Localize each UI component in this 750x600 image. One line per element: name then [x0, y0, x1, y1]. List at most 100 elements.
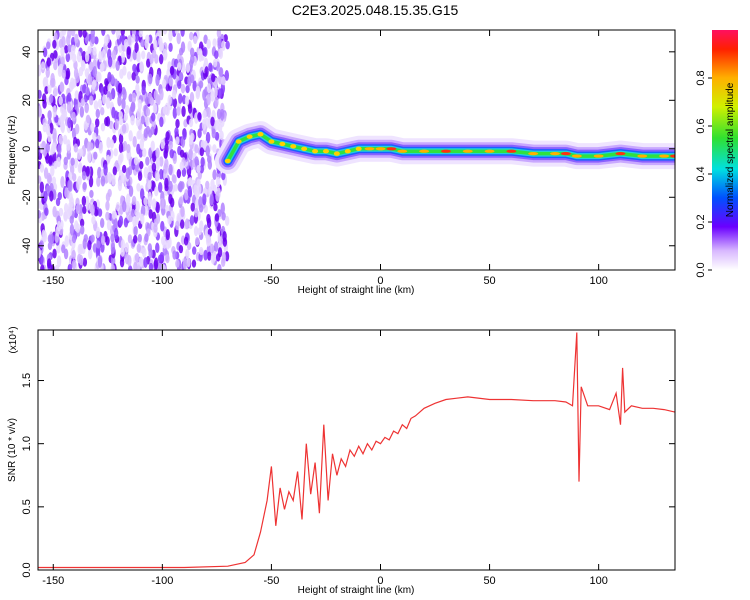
spectrogram-ylabel: Frequency (Hz): [7, 116, 18, 185]
spec-ytick-label: -20: [21, 189, 33, 205]
noise-blob: [48, 155, 53, 165]
noise-blob: [190, 202, 195, 212]
noise-blob: [194, 144, 199, 154]
noise-blob: [113, 148, 118, 157]
noise-blob: [197, 128, 202, 139]
noise-blob: [71, 249, 76, 260]
noise-blob: [184, 188, 189, 201]
noise-blob: [122, 200, 127, 213]
noise-blob: [105, 97, 111, 109]
noise-blob: [106, 219, 112, 231]
noise-blob: [204, 66, 209, 78]
noise-blob: [165, 228, 170, 241]
noise-blob: [59, 81, 64, 93]
snr-plot: [38, 332, 675, 569]
noise-blob: [213, 86, 218, 98]
noise-blob: [95, 108, 100, 119]
noise-blob: [46, 172, 52, 185]
noise-blob: [206, 217, 212, 229]
spec-xtick-label: -50: [263, 275, 279, 287]
ridge-peak: [506, 149, 517, 153]
noise-blob: [60, 46, 65, 57]
noise-blob: [93, 100, 99, 110]
noise-blob: [221, 252, 227, 264]
noise-blob: [147, 195, 153, 208]
noise-blob: [171, 174, 177, 183]
noise-blob: [58, 134, 63, 145]
noise-blob: [155, 73, 160, 86]
noise-blob: [118, 111, 123, 120]
noise-blob: [159, 88, 164, 101]
noise-blob: [38, 199, 41, 209]
noise-blob: [63, 156, 68, 166]
noise-blob: [103, 163, 108, 176]
noise-blob: [44, 207, 49, 216]
noise-blob: [95, 118, 100, 128]
noise-blob: [213, 203, 218, 212]
noise-blob: [155, 147, 160, 159]
noise-blob: [132, 215, 137, 227]
spec-xtick-label: 50: [483, 275, 495, 287]
colorbar-tick-label: 0.4: [695, 166, 707, 181]
spec-ytick-label: 40: [21, 46, 33, 58]
noise-blob: [118, 44, 123, 53]
noise-blob: [74, 33, 79, 44]
noise-blob: [62, 134, 68, 145]
ridge-peak: [659, 154, 670, 158]
noise-blob: [137, 233, 142, 243]
spec-xtick-label: -150: [42, 275, 64, 287]
noise-blob: [133, 156, 139, 166]
noise-blob: [172, 107, 178, 119]
noise-blob: [67, 44, 72, 53]
noise-blob: [132, 63, 137, 73]
noise-blob: [168, 77, 174, 87]
noise-blob: [144, 233, 149, 243]
noise-blob: [118, 142, 124, 154]
noise-blob: [168, 140, 173, 150]
noise-blob: [149, 96, 155, 106]
noise-blob: [219, 130, 224, 141]
noise-blob: [151, 112, 156, 122]
noise-blob: [179, 161, 185, 171]
noise-blob: [216, 176, 221, 188]
noise-blob: [101, 30, 106, 37]
noise-blob: [176, 32, 181, 45]
noise-blob: [189, 215, 195, 226]
noise-blob: [90, 122, 95, 133]
noise-blob: [155, 201, 160, 214]
noise-blob: [106, 136, 111, 149]
noise-blob: [111, 49, 117, 60]
ridge-peak: [550, 152, 561, 156]
noise-blob: [203, 34, 208, 45]
noise-blob: [172, 97, 178, 108]
noise-blob: [143, 257, 148, 268]
ridge-peak: [246, 134, 253, 139]
noise-blob: [205, 145, 210, 157]
noise-blob: [136, 130, 141, 140]
noise-blob: [212, 58, 218, 68]
noise-blob: [181, 105, 186, 118]
noise-blob: [79, 148, 84, 157]
noise-blob: [58, 63, 64, 72]
noise-blob: [165, 254, 170, 264]
noise-blob: [85, 165, 90, 177]
noise-blob: [110, 263, 116, 270]
snr-multiplier: (x10⁴): [8, 326, 19, 353]
noise-blob: [53, 85, 58, 97]
noise-blob: [136, 182, 141, 192]
noise-blob: [212, 169, 217, 181]
noise-blob: [88, 61, 94, 71]
noise-blob: [162, 30, 168, 35]
noise-blob: [49, 182, 54, 193]
noise-blob: [169, 65, 175, 76]
noise-blob: [85, 86, 90, 96]
noise-blob: [148, 209, 153, 219]
noise-blob: [120, 30, 125, 37]
ridge-peak: [528, 152, 539, 156]
noise-blob: [67, 263, 73, 270]
noise-blob: [137, 171, 143, 182]
noise-blob: [194, 207, 199, 218]
noise-blob: [43, 190, 48, 203]
noise-blob: [105, 211, 110, 221]
noise-blob: [154, 186, 159, 197]
